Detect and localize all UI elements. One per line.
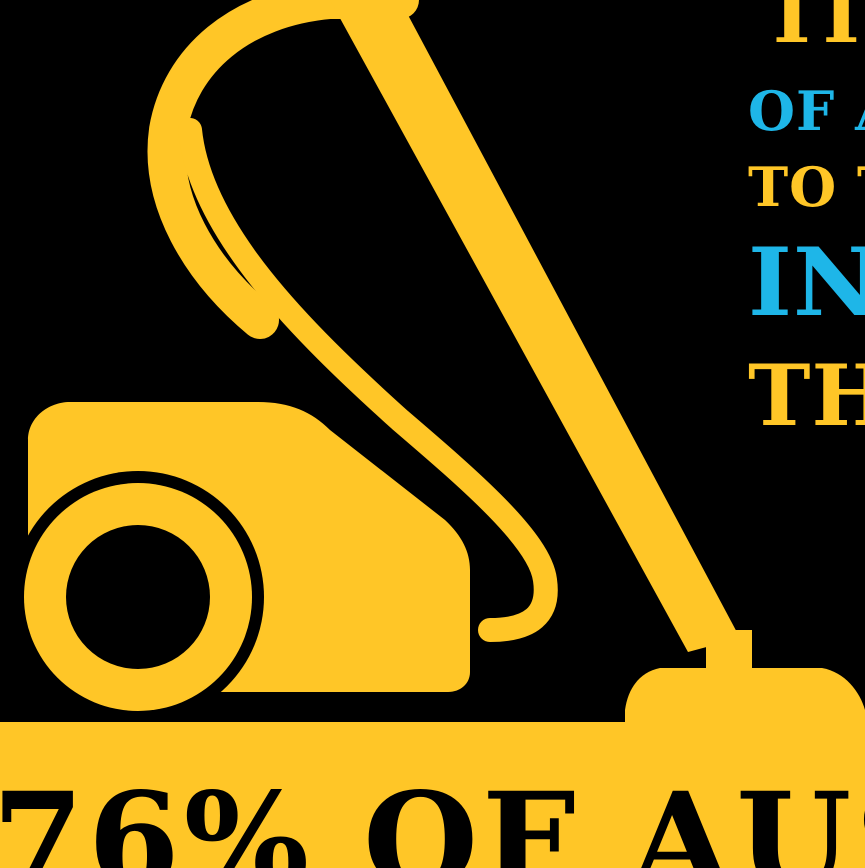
headline-line-3: TO T [748,155,865,219]
stat-banner [0,722,865,868]
vacuum-wand [330,0,740,652]
headline-line-5: TH [748,346,865,445]
vacuum-wand-collar [706,630,752,670]
vacuum-hose [178,118,558,642]
headline-line-1: TI [762,0,861,61]
vacuum-wheel-hub [66,525,210,669]
stat-banner-text: 76% OF AUS [0,764,865,868]
vacuum-floor-head [625,668,865,722]
headline-line-2: OF A [748,79,865,143]
headline-line-4: IN [748,228,865,338]
vacuum-handle-loop [147,0,419,339]
